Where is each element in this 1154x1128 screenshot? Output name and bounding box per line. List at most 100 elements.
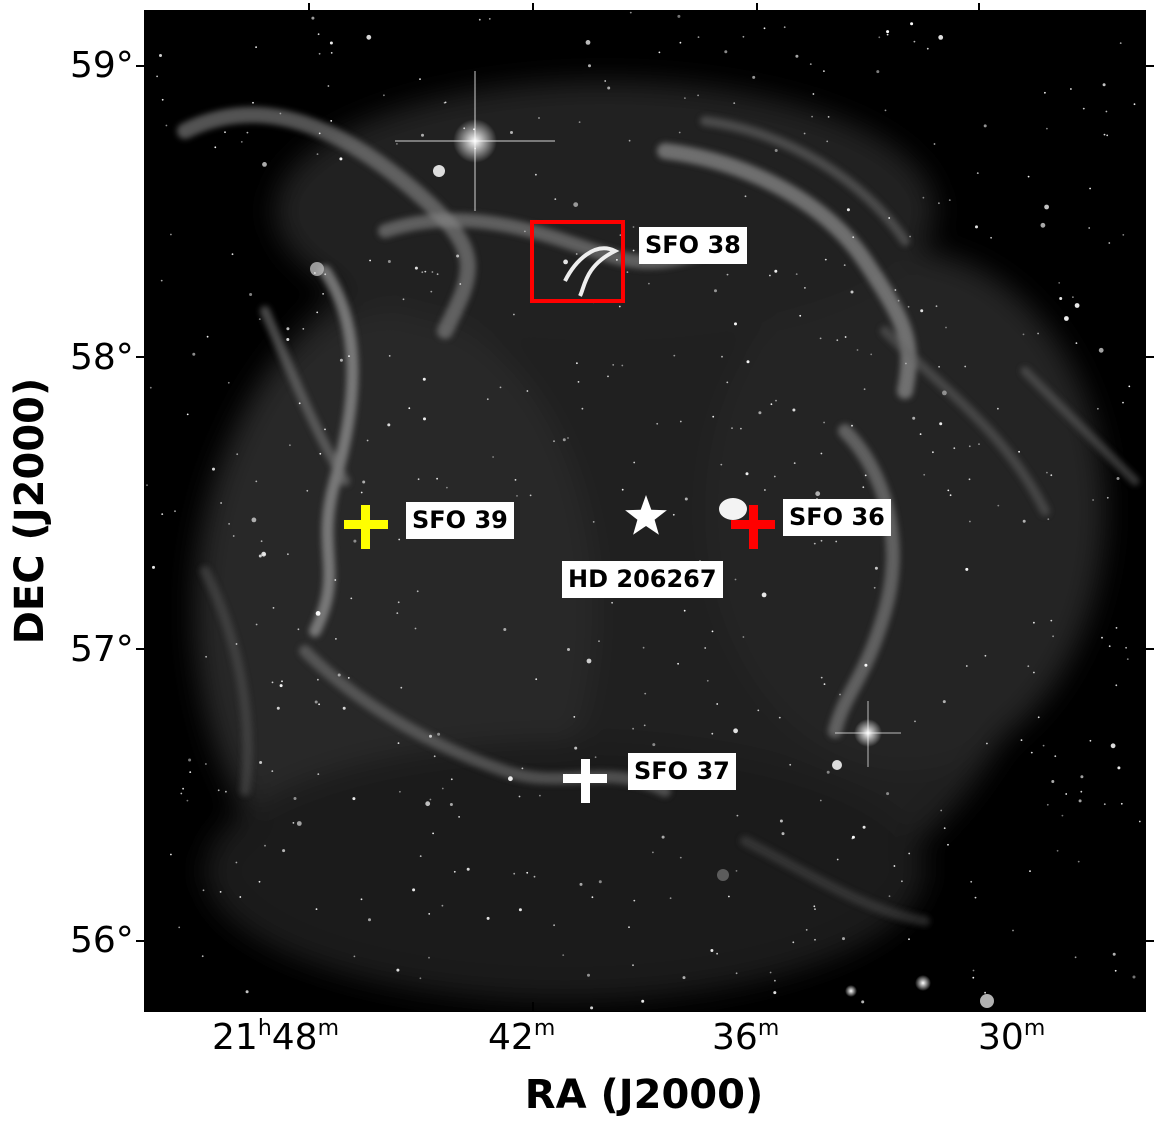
star-point — [279, 112, 282, 115]
star-point — [146, 484, 148, 487]
star-point — [575, 253, 578, 255]
star-point — [588, 64, 591, 68]
star-point — [704, 647, 707, 649]
star-point — [628, 139, 631, 142]
xtick-label-42m: 42m — [488, 1016, 556, 1058]
star-point — [897, 299, 900, 302]
star-point — [863, 388, 866, 391]
star-point — [314, 272, 316, 274]
star-point — [224, 131, 226, 134]
star-point — [684, 97, 686, 99]
star-point — [1022, 333, 1025, 336]
star-point — [679, 41, 682, 44]
star-point — [419, 855, 422, 857]
star-point — [353, 539, 357, 543]
star-point — [317, 33, 320, 36]
star-point — [329, 41, 333, 45]
star-point — [342, 706, 346, 710]
star-point — [978, 443, 980, 445]
star-point — [814, 908, 816, 910]
star-point — [205, 655, 207, 658]
star-point — [271, 681, 274, 684]
star-point — [255, 46, 257, 48]
star-point — [478, 18, 481, 21]
star-point — [1114, 969, 1117, 972]
star-point — [453, 870, 456, 873]
star-point — [590, 1006, 594, 1010]
star-point — [286, 338, 290, 341]
star-point — [212, 467, 215, 471]
star-point — [851, 424, 853, 427]
star-point — [441, 904, 444, 907]
star-point — [428, 913, 431, 915]
star-point — [1089, 187, 1091, 190]
star-point — [669, 897, 672, 900]
star-point — [1097, 407, 1099, 410]
star-point — [279, 684, 283, 688]
xtick-label-36m: 36m — [712, 1016, 780, 1058]
star-point — [805, 929, 808, 931]
star-point — [258, 318, 261, 320]
star-point — [735, 870, 738, 872]
xtick-label-48m: 21h48m — [212, 1016, 340, 1058]
sfo36-cross-marker — [731, 505, 775, 549]
star-point — [965, 567, 969, 571]
star-point — [612, 364, 615, 366]
star-point — [1051, 780, 1055, 783]
star-point — [396, 612, 399, 614]
star-point — [414, 266, 418, 270]
star-point — [428, 956, 430, 959]
star-point — [652, 851, 654, 854]
star-point — [826, 770, 830, 774]
star-point — [1117, 766, 1121, 770]
star-point — [422, 377, 426, 381]
nebula-filaments — [177, 106, 1140, 926]
star-point — [1020, 739, 1023, 741]
star-point — [862, 486, 865, 489]
star-point — [441, 787, 444, 790]
star-point — [970, 880, 973, 883]
star-point — [186, 799, 189, 802]
star-point — [425, 801, 431, 807]
star-point — [369, 259, 371, 262]
star-point — [629, 11, 632, 14]
star-point — [231, 253, 234, 256]
star-point — [813, 905, 816, 908]
sfo39-label: SFO 39 — [406, 502, 514, 539]
star-point — [621, 364, 624, 367]
star-point — [682, 976, 686, 980]
star-point — [778, 716, 781, 719]
star-point — [1030, 751, 1033, 754]
star-point — [387, 260, 391, 263]
star-point — [1052, 635, 1054, 638]
star-point — [757, 709, 760, 712]
star-point — [789, 763, 792, 766]
star-point — [1064, 316, 1069, 321]
star-point — [1059, 297, 1063, 300]
star-point — [397, 742, 400, 744]
star-point — [397, 601, 400, 604]
star-point — [573, 716, 576, 718]
star-point — [969, 520, 971, 523]
star-point — [366, 439, 369, 442]
star-point — [366, 34, 372, 40]
star-point — [604, 80, 607, 82]
star-point — [820, 676, 823, 679]
star-point — [673, 354, 676, 357]
star-point — [893, 865, 896, 867]
star-point — [907, 305, 910, 308]
star-point — [1122, 234, 1125, 236]
sfo37-cross-marker — [563, 759, 607, 803]
star-point — [724, 50, 728, 54]
star-point — [677, 14, 681, 18]
sky-image — [145, 11, 1145, 1011]
star-point — [850, 290, 854, 294]
star-point — [1115, 627, 1118, 629]
star-point — [225, 790, 227, 793]
star-point — [324, 273, 327, 276]
star-point — [450, 778, 453, 781]
star-point — [1075, 342, 1078, 344]
xtick-label-30m: 30m — [978, 1016, 1046, 1058]
star-point — [529, 494, 532, 497]
star-point — [1115, 684, 1118, 687]
